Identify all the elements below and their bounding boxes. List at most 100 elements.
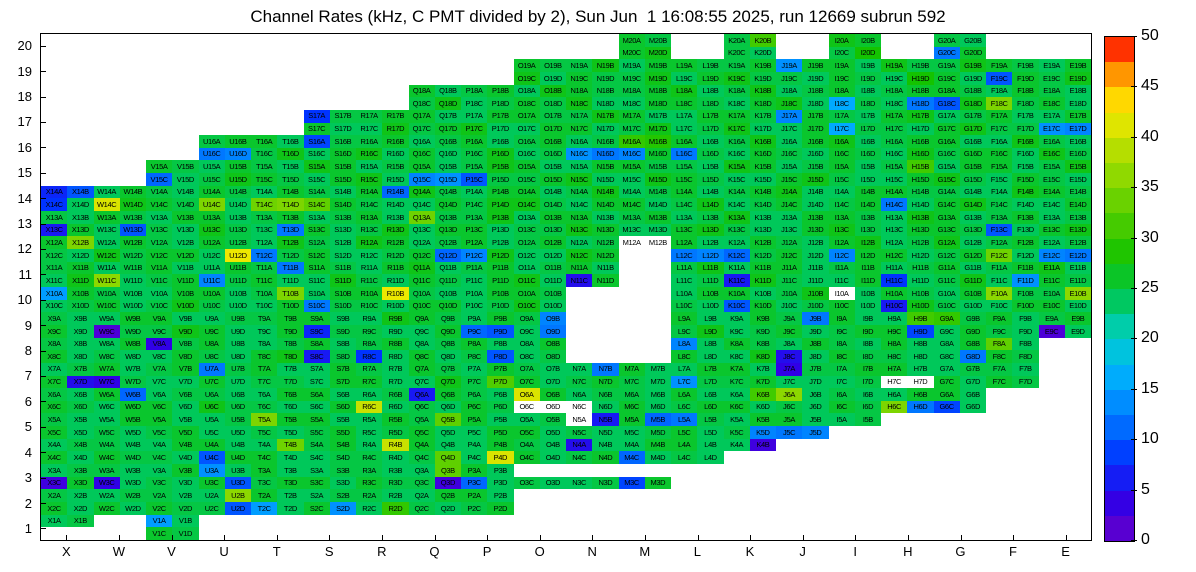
heatmap-cell (199, 110, 225, 123)
heatmap-cell: N14B (592, 185, 619, 199)
channel-block: X6A X6B X6C X6D (41, 388, 94, 414)
heatmap-cell: R10D (382, 299, 409, 313)
channel-block: V8A V8B V8C V8D (146, 337, 199, 363)
channel-block: W5A W5B W5C W5D (93, 413, 146, 439)
heatmap-cell (251, 59, 277, 72)
channel-block (881, 413, 934, 438)
heatmap-cell: G12B (959, 236, 986, 250)
heatmap-cell: O14B (539, 185, 566, 199)
heatmap-cell (199, 34, 225, 47)
heatmap-cell: N12A (566, 236, 593, 250)
heatmap-cell (251, 34, 277, 47)
heatmap-cell: G10D (959, 299, 986, 313)
channel-block: P13A P13B P13C P13D (461, 211, 514, 237)
heatmap-cell: N19C (566, 71, 593, 85)
heatmap-cell: X3D (67, 476, 94, 490)
heatmap-cell: H9D (907, 324, 934, 338)
channel-block: S2A S2B S2C S2D (303, 489, 356, 515)
heatmap-cell (41, 34, 67, 47)
heatmap-cell: R4B (382, 438, 409, 452)
heatmap-cell: V9B (172, 312, 199, 325)
heatmap-cell: V9D (172, 324, 199, 338)
heatmap-cell: H17C (881, 122, 908, 136)
heatmap-cell: O5B (539, 413, 566, 427)
heatmap-cell: S12B (329, 236, 356, 250)
heatmap-cell: R15C (356, 173, 383, 186)
heatmap-cell: P12B (487, 236, 514, 250)
heatmap-cell (94, 34, 120, 47)
heatmap-cell: J11A (776, 261, 803, 275)
heatmap-cell (146, 110, 172, 123)
heatmap-cell: W9B (119, 312, 146, 325)
heatmap-cell: O8D (539, 350, 566, 363)
heatmap-cell: V13D (172, 223, 199, 237)
heatmap-cell (671, 34, 697, 47)
heatmap-cell (881, 34, 907, 47)
heatmap-cell: I9C (828, 324, 855, 338)
channel-block: R14A R14B R14C R14D (356, 185, 409, 212)
heatmap-cell: J14C (776, 198, 803, 212)
channel-block (934, 439, 987, 464)
heatmap-cell: M20B (644, 34, 671, 47)
channel-block (409, 34, 462, 59)
channel-block (41, 110, 94, 135)
heatmap-cell (724, 477, 750, 490)
heatmap-cell: I12B (854, 236, 881, 250)
heatmap-cell: R11D (382, 274, 409, 287)
heatmap-cell: G15B (959, 160, 986, 174)
heatmap-cell: I12A (828, 236, 855, 250)
heatmap-cell: O6B (539, 388, 566, 401)
channel-block: F17A F17B F17C F17D (986, 109, 1039, 136)
heatmap-cell: P14B (487, 185, 514, 199)
heatmap-cell: I15D (854, 173, 881, 186)
channel-block: P8A P8B P8C P8D (461, 337, 514, 363)
channel-block: L12A L12B L12C L12D (671, 236, 724, 262)
heatmap-cell: H9C (881, 324, 908, 338)
heatmap-cell: T11A (251, 261, 278, 275)
heatmap-cell: T7B (277, 362, 304, 376)
heatmap-cell: W6A (93, 388, 120, 401)
heatmap-cell (41, 97, 67, 110)
heatmap-cell: L6B (697, 388, 724, 401)
channel-block: L6A L6B L6C L6D (671, 388, 724, 414)
heatmap-cell (776, 515, 802, 528)
channel-block: U2A U2B U2C U2D (198, 489, 251, 515)
heatmap-cell: P2B (487, 489, 514, 503)
heatmap-cell: S14B (329, 185, 356, 199)
heatmap-cell: S13A (303, 211, 330, 224)
channel-block: O6A O6B O6C O6D (513, 388, 566, 413)
heatmap-cell: J7B (802, 362, 829, 376)
heatmap-cell (225, 34, 251, 47)
channel-block: Q3A Q3B Q3C Q3D (408, 464, 461, 490)
channel-block (829, 439, 882, 464)
heatmap-cell (750, 502, 776, 515)
heatmap-cell: N12B (592, 236, 619, 250)
channel-block: U16A U16B U16C U16D (198, 135, 251, 161)
channel-block: J18A J18B J18C J18D (776, 84, 829, 110)
channel-block: V15A V15B V15C V15D (146, 160, 199, 186)
heatmap-cell: K18B (749, 84, 776, 98)
heatmap-cell (645, 300, 671, 313)
heatmap-cell: F17C (986, 122, 1013, 136)
heatmap-cell (41, 72, 67, 85)
heatmap-cell: T7C (251, 375, 278, 389)
heatmap-cell (67, 173, 93, 186)
heatmap-cell (1065, 439, 1091, 452)
channel-block: L11A L11B L11C L11D (671, 261, 724, 287)
heatmap-cell (1039, 489, 1065, 502)
heatmap-cell (1065, 464, 1091, 477)
heatmap-cell: Q4C (408, 451, 435, 465)
heatmap-cell: X13D (67, 223, 94, 237)
heatmap-cell (934, 502, 960, 515)
channel-block: W2A W2B W2C W2D (93, 489, 146, 515)
heatmap-cell: N19B (592, 59, 619, 72)
channel-block: N17A N17B N17C N17D (566, 109, 619, 136)
heatmap-cell: J8B (802, 337, 829, 351)
heatmap-cell: M7B (644, 362, 671, 376)
heatmap-cell: S10C (303, 299, 330, 313)
heatmap-cell: T3C (251, 476, 278, 490)
heatmap-cell: W10D (119, 299, 146, 313)
heatmap-cell: G16D (959, 147, 986, 161)
heatmap-cell: P16A (461, 135, 488, 148)
channel-block (724, 464, 777, 489)
